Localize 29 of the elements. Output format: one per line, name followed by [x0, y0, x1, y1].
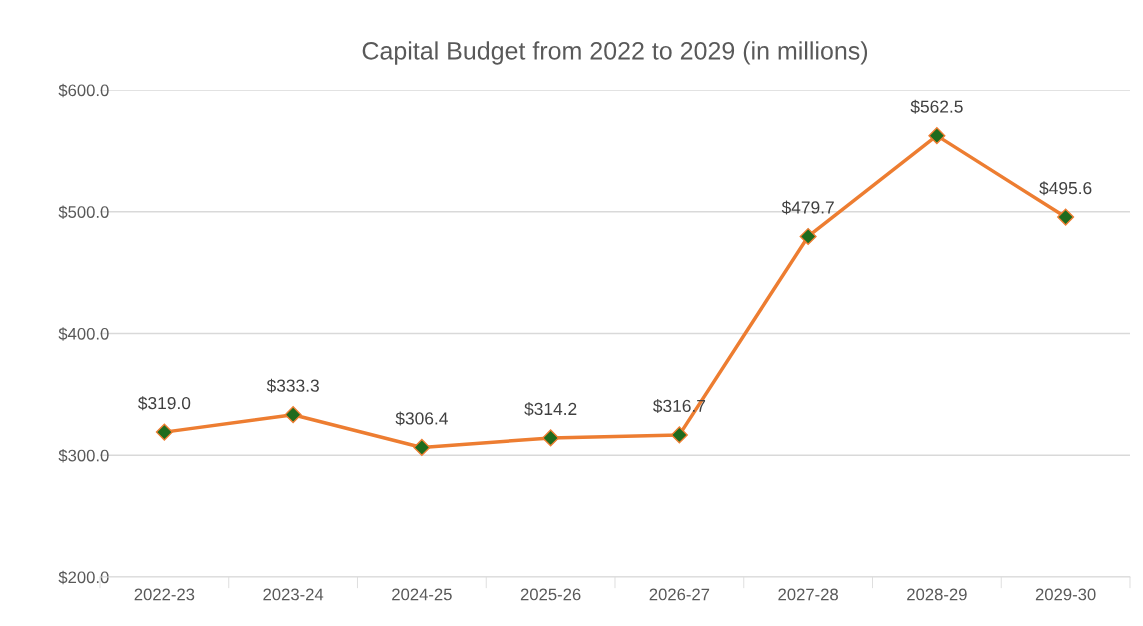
point [799, 227, 817, 246]
point [670, 426, 688, 444]
data-label: $562.5 [910, 99, 963, 114]
x-tick-label: 2026-27 [649, 588, 710, 601]
point [1057, 208, 1075, 226]
x-tick-label: 2025-26 [520, 588, 581, 601]
data-label: $306.4 [395, 411, 448, 426]
point [284, 406, 302, 424]
data-label: $495.6 [1039, 181, 1092, 196]
point [413, 438, 431, 457]
point [542, 429, 560, 447]
data-label: $333.3 [266, 378, 319, 393]
x-tick-label: 2023-24 [263, 588, 324, 601]
chart-title: Capital Budget from 2022 to 2029 (in millions) [362, 41, 868, 65]
data-label: $479.7 [781, 200, 834, 215]
y-tick-label: $400.0 [58, 327, 109, 341]
point [928, 127, 946, 145]
y-tick-label: $600.0 [58, 83, 109, 98]
data-label: $319.0 [138, 396, 191, 411]
x-tick-label: 2028-29 [907, 588, 967, 601]
y-tick-label: $200.0 [58, 570, 109, 585]
y-tick-label: $500.0 [58, 205, 109, 219]
x-tick-label: 2022-23 [134, 588, 195, 601]
data-label: $314.2 [524, 402, 577, 417]
point [155, 423, 173, 441]
y-tick-label: $300.0 [58, 448, 109, 463]
x-tick-label: 2024-25 [392, 588, 452, 601]
x-tick-label: 2029-30 [1035, 588, 1096, 601]
x-tick-label: 2027-28 [778, 588, 838, 601]
